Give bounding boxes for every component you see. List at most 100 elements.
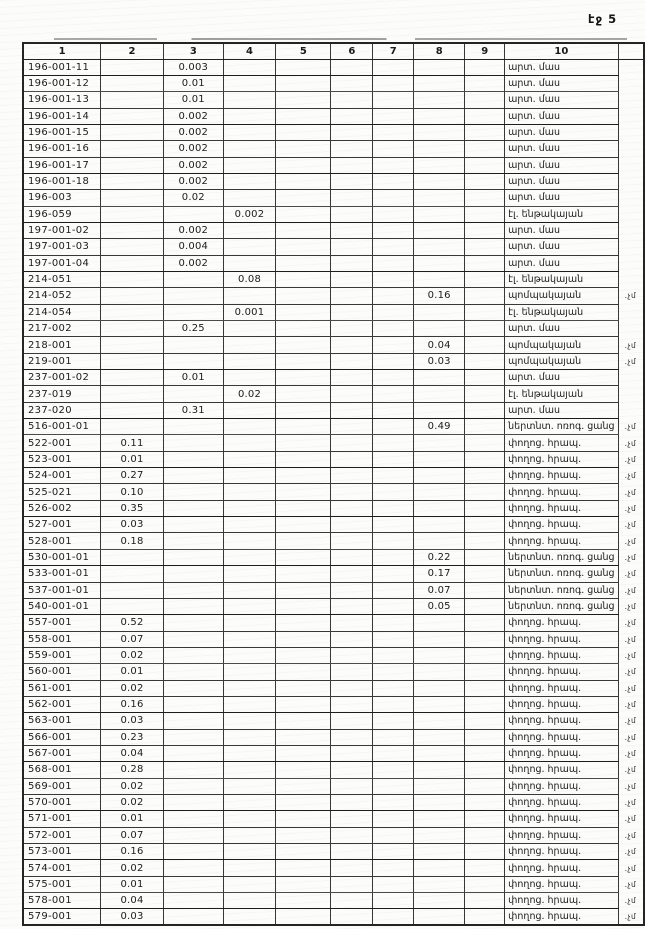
table-row: 563-001 0.03 փողոց. հրապ. .չմ bbox=[22, 712, 644, 730]
cell-value-col5 bbox=[275, 761, 332, 779]
cell-value-col6 bbox=[330, 744, 374, 763]
cell-description: փողոց. հրապ. bbox=[504, 859, 619, 877]
column-header-10: 10 bbox=[504, 42, 619, 60]
cell-value-col9 bbox=[464, 793, 506, 812]
cell-value-col5 bbox=[275, 74, 332, 93]
cell-value-col2: 0.03 bbox=[100, 908, 164, 926]
table-row: 566-001 0.23 փողոց. հրապ. .չմ bbox=[22, 728, 644, 746]
cell-value-col4 bbox=[222, 418, 277, 436]
cell-value-col8 bbox=[413, 630, 466, 648]
table-row: 525-021 0.10 փողոց. հրապ. .չմ bbox=[22, 483, 644, 501]
cell-value-col8 bbox=[413, 401, 466, 420]
table-row: 527-001 0.03 փողոց. հրապ. .չմ bbox=[22, 516, 644, 534]
cell-value-col9 bbox=[464, 728, 506, 746]
cell-value-col2 bbox=[100, 107, 164, 125]
data-table: 1 2 3 4 5 6 7 8 9 10 196-001-11 0.003 արտ. մաս 196-0… bbox=[22, 42, 645, 927]
cell-description: արտ. մաս bbox=[504, 221, 619, 240]
cell-description: էլ. ենթակայան bbox=[504, 205, 619, 223]
cell-value-col7 bbox=[372, 91, 415, 109]
cell-value-col7 bbox=[372, 516, 415, 534]
cell-description: արտ. մաս bbox=[504, 189, 619, 207]
table-row: 557-001 0.52 փողոց. հրապ. .չմ bbox=[22, 614, 644, 632]
cell-value-col3: 0.002 bbox=[162, 172, 224, 191]
margin-annotation: .չմ bbox=[624, 602, 637, 612]
cell-value-col9 bbox=[464, 189, 506, 207]
cell-value-col6 bbox=[330, 695, 374, 714]
cell-value-col6 bbox=[330, 892, 374, 910]
cell-value-col8 bbox=[413, 58, 466, 76]
cell-value-col6 bbox=[330, 875, 374, 894]
cell-value-col7 bbox=[372, 761, 415, 779]
cell-value-col7 bbox=[372, 859, 415, 877]
table-row: 214-054 0.001 էլ. ենթակայան bbox=[22, 303, 644, 322]
table-row: 196-003 0.02 արտ. մաս bbox=[22, 189, 644, 207]
cell-value-col5 bbox=[275, 777, 332, 795]
column-header-3: 3 bbox=[162, 42, 224, 60]
cell-value-col8: 0.16 bbox=[413, 287, 466, 305]
cell-value-col2 bbox=[100, 581, 164, 599]
column-header-1: 1 bbox=[22, 42, 102, 60]
cell-description: փողոց. հրապ. bbox=[504, 842, 619, 861]
cell-value-col3 bbox=[162, 777, 224, 795]
cell-value-col8 bbox=[413, 172, 466, 191]
cell-value-col2: 0.35 bbox=[100, 499, 164, 518]
cell-value-col7 bbox=[372, 777, 415, 795]
cell-value-col7 bbox=[372, 712, 415, 730]
cell-value-col8 bbox=[413, 254, 466, 272]
table-row: 214-052 0.16 պոմպակայան .չմ bbox=[22, 287, 644, 305]
cell-value-col4 bbox=[222, 254, 277, 272]
cell-value-col2: 0.18 bbox=[100, 532, 164, 550]
cell-value-col5 bbox=[275, 744, 332, 763]
margin-annotation: .չմ bbox=[624, 569, 637, 579]
cell-value-col3 bbox=[162, 581, 224, 599]
cell-value-col2 bbox=[100, 238, 164, 256]
margin-annotation bbox=[618, 124, 644, 140]
cell-value-col8 bbox=[413, 499, 466, 518]
cell-value-col8 bbox=[413, 859, 466, 877]
cell-value-col9 bbox=[464, 679, 506, 697]
cell-value-col5 bbox=[275, 156, 332, 174]
cell-value-col4 bbox=[222, 352, 277, 371]
cell-value-col9 bbox=[464, 156, 506, 174]
cell-value-col2: 0.02 bbox=[100, 646, 164, 665]
cell-value-col8 bbox=[413, 303, 466, 322]
cell-value-col4 bbox=[222, 842, 277, 861]
cell-value-col5 bbox=[275, 875, 332, 894]
cell-value-col7 bbox=[372, 74, 415, 93]
margin-annotation: .չմ bbox=[624, 291, 637, 301]
cell-object-id: 219-001 bbox=[22, 352, 102, 371]
table-row: 579-001 0.03 փողոց. հրապ. .չմ bbox=[22, 908, 644, 926]
cell-description: արտ. մաս bbox=[504, 254, 619, 272]
cell-description: ներտնտ. ոռոգ. ցանց bbox=[504, 418, 619, 436]
cell-value-col9 bbox=[464, 516, 506, 534]
cell-value-col7 bbox=[372, 172, 415, 191]
cell-value-col6 bbox=[330, 385, 374, 403]
cell-value-col4 bbox=[222, 597, 277, 616]
cell-value-col4: 0.08 bbox=[222, 270, 277, 289]
cell-description: փողոց. հրապ. bbox=[504, 761, 619, 779]
table-row: 196-001-13 0.01 արտ. մաս bbox=[22, 91, 644, 109]
cell-object-id: 237-020 bbox=[22, 401, 102, 420]
cell-value-col5 bbox=[275, 172, 332, 191]
cell-value-col5 bbox=[275, 418, 332, 436]
cell-value-col6 bbox=[330, 842, 374, 861]
cell-value-col5 bbox=[275, 614, 332, 632]
margin-annotation bbox=[618, 59, 644, 75]
cell-object-id: 530-001-01 bbox=[22, 548, 102, 567]
cell-value-col7 bbox=[372, 156, 415, 174]
cell-value-col8 bbox=[413, 156, 466, 174]
table-row: 578-001 0.04 փողոց. հրապ. .չմ bbox=[22, 892, 644, 910]
cell-value-col8 bbox=[413, 107, 466, 125]
cell-object-id: 540-001-01 bbox=[22, 597, 102, 616]
cell-value-col9 bbox=[464, 287, 506, 305]
cell-value-col4 bbox=[222, 614, 277, 632]
cell-value-col2 bbox=[100, 418, 164, 436]
cell-value-col6 bbox=[330, 826, 374, 845]
cell-value-col7 bbox=[372, 254, 415, 272]
cell-value-col8 bbox=[413, 91, 466, 109]
cell-value-col3 bbox=[162, 630, 224, 648]
cell-value-col4 bbox=[222, 123, 277, 142]
cell-value-col4 bbox=[222, 91, 277, 109]
cell-value-col4 bbox=[222, 712, 277, 730]
cell-value-col8 bbox=[413, 74, 466, 93]
